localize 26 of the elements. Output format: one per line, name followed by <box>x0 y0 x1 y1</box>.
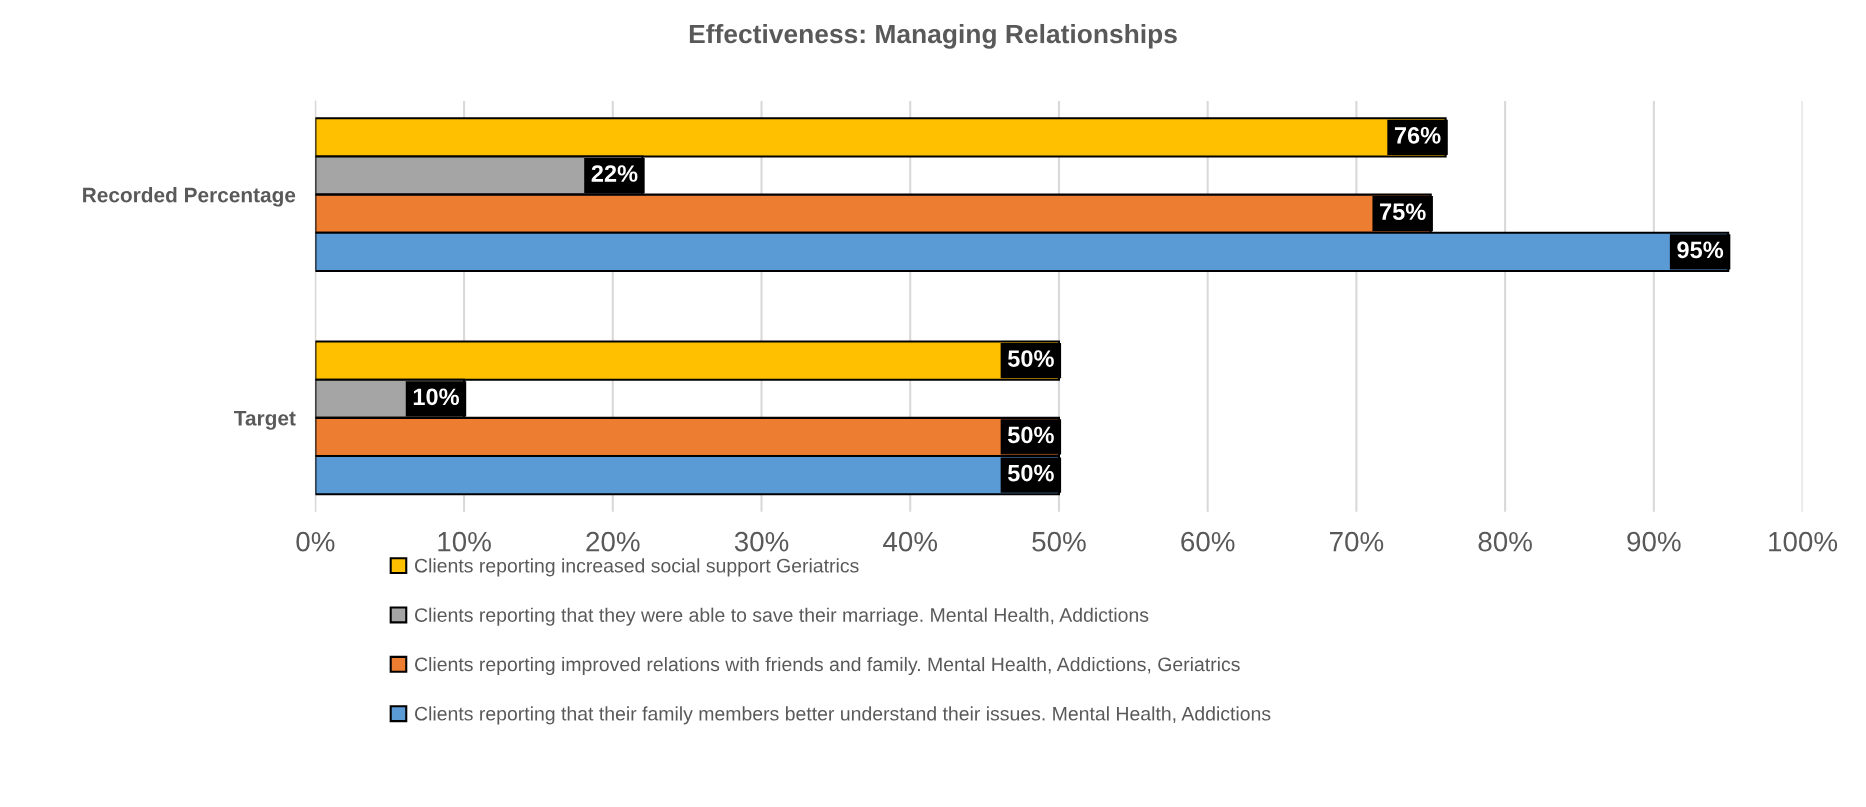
x-tick-label: 100% <box>1769 531 1838 552</box>
x-tick-label: 60% <box>1181 531 1235 552</box>
data-label: 50% <box>1007 464 1054 482</box>
data-label: 75% <box>1380 203 1426 221</box>
legend-label: Clients reporting that their family members better understand their issues. Mental Health, Addictions <box>415 706 1271 725</box>
x-tick-label: 10% <box>438 531 491 552</box>
x-tick-label: 50% <box>1032 531 1086 552</box>
chart-title: Effectiveness: Managing Relationships <box>689 23 1177 49</box>
data-label: 22% <box>591 165 638 182</box>
y-tick-label: Recorded Percentage <box>83 187 296 207</box>
legend-label: Clients reporting that they were able to save their marriage. Mental Health, Addictions <box>415 607 1149 626</box>
y-tick-label: Target <box>234 411 296 430</box>
x-tick-label: 80% <box>1478 531 1532 552</box>
x-tick-label: 90% <box>1627 531 1681 552</box>
data-label: 95% <box>1677 241 1724 259</box>
x-tick-label: 70% <box>1330 531 1384 552</box>
x-tick-label: 40% <box>883 531 938 552</box>
data-label: 76% <box>1394 126 1441 144</box>
data-label: 50% <box>1007 426 1054 444</box>
x-tick-label: 30% <box>734 531 789 552</box>
x-tick-label: 20% <box>586 531 640 552</box>
data-label: 10% <box>413 388 459 406</box>
data-label: 50% <box>1007 350 1054 367</box>
legend-label: Clients reporting improved relations with friends and family. Mental Health, Addictions, Geriatrics <box>415 656 1240 676</box>
legend-label: Clients reporting increased social support Geriatrics <box>415 558 859 577</box>
x-tick-label: 0% <box>296 531 335 552</box>
